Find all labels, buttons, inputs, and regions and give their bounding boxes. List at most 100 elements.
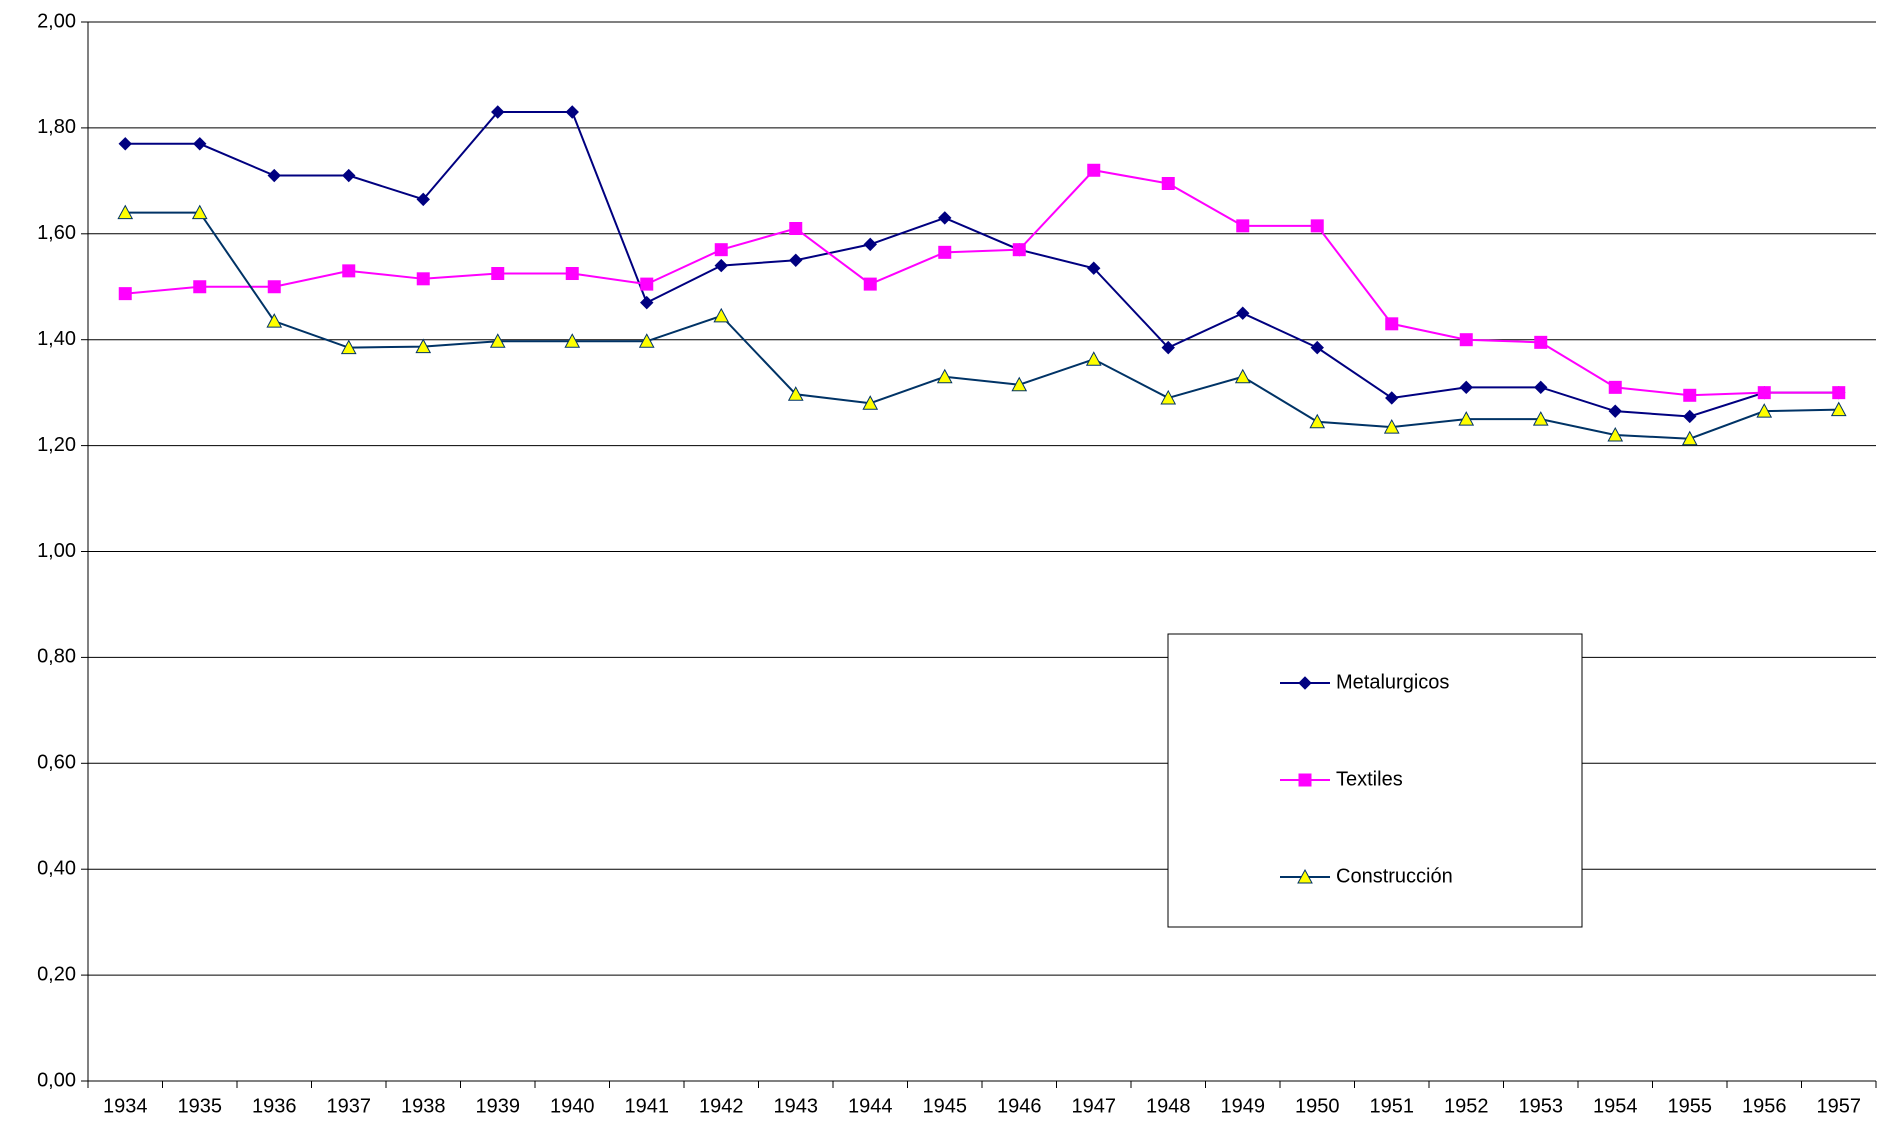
legend-label: Metalurgicos [1336,671,1449,693]
x-tick-label: 1949 [1221,1095,1266,1117]
data-point [565,267,579,281]
x-tick-label: 1948 [1146,1095,1191,1117]
data-point [789,222,803,236]
data-point [342,264,356,278]
data-point [267,168,281,183]
data-point [118,287,132,301]
data-point [787,386,804,401]
data-point [489,333,506,348]
x-tick-label: 1957 [1817,1095,1862,1117]
data-point [1534,335,1548,349]
x-tick-label: 1955 [1668,1095,1713,1117]
data-point [1309,413,1326,429]
x-tick-label: 1954 [1593,1095,1638,1117]
x-tick-label: 1953 [1519,1095,1564,1117]
legend-marker [1298,773,1312,787]
y-tick-label: 1,00 [37,540,76,562]
data-point [938,245,952,259]
legend-label: Construcción [1336,865,1453,887]
data-point [1681,430,1698,446]
data-point [415,338,432,354]
y-tick-label: 0,80 [37,646,76,668]
y-tick-label: 2,00 [37,10,76,32]
x-tick-label: 1939 [476,1095,521,1117]
data-point [1532,411,1549,426]
data-point [1236,306,1250,320]
data-point [1608,404,1622,418]
x-tick-label: 1944 [848,1095,893,1117]
x-tick-label: 1936 [252,1095,297,1117]
y-tick-label: 1,60 [37,222,76,244]
data-point [416,192,430,207]
data-point [1756,403,1773,418]
data-point [564,333,581,348]
x-tick-label: 1952 [1444,1095,1489,1117]
data-point [193,280,207,294]
x-tick-label: 1934 [103,1095,148,1117]
series-line [125,169,1839,397]
x-tick-label: 1956 [1742,1095,1787,1117]
y-tick-label: 0,60 [37,752,76,774]
data-point [638,333,655,348]
data-point [714,243,728,257]
data-point [714,258,728,273]
y-tick-label: 0,20 [37,963,76,985]
data-point [1385,391,1399,405]
data-point [1458,411,1475,426]
data-point [1160,389,1177,405]
y-tick-label: 1,20 [37,434,76,456]
x-tick-label: 1941 [625,1095,670,1117]
data-point [1087,261,1101,275]
data-point [1383,419,1400,434]
x-tick-label: 1940 [550,1095,595,1117]
data-point [936,368,953,384]
data-point [191,204,208,220]
data-point [1459,333,1473,347]
data-point [267,280,281,294]
legend-label: Textiles [1336,768,1403,790]
data-point [266,313,283,328]
x-tick-label: 1947 [1072,1095,1117,1117]
data-point [862,395,879,410]
legend-marker [1298,676,1312,690]
y-tick-label: 0,40 [37,857,76,879]
x-tick-label: 1951 [1370,1095,1415,1117]
data-point [1385,317,1399,331]
data-point [640,295,654,310]
x-tick-label: 1945 [923,1095,968,1117]
data-point [491,267,505,281]
data-point [1161,340,1175,355]
x-tick-label: 1943 [774,1095,819,1117]
data-point [1757,386,1771,400]
y-tick-label: 0,00 [37,1069,76,1091]
data-point [789,253,803,267]
data-point [117,204,134,220]
data-point [118,137,132,151]
data-point [1832,386,1846,400]
data-point [640,277,654,291]
data-point [1310,340,1324,355]
data-point [340,339,357,355]
data-point [1534,380,1548,395]
data-point [193,137,207,151]
data-point [863,277,877,291]
x-tick-label: 1946 [997,1095,1042,1117]
series-line [125,111,1839,418]
data-point [863,237,877,252]
x-tick-label: 1938 [401,1095,446,1117]
y-tick-label: 1,40 [37,328,76,350]
data-point [1161,176,1175,190]
x-tick-label: 1950 [1295,1095,1340,1117]
data-point [1608,380,1622,394]
series-line [125,211,1839,440]
data-point [1607,426,1624,442]
data-point [491,105,505,119]
data-point [1012,243,1026,257]
data-point [1683,409,1697,424]
data-point [938,211,952,225]
data-point [1683,388,1697,402]
legend-box [1167,633,1583,928]
data-point [1085,351,1102,366]
data-point [416,272,430,286]
